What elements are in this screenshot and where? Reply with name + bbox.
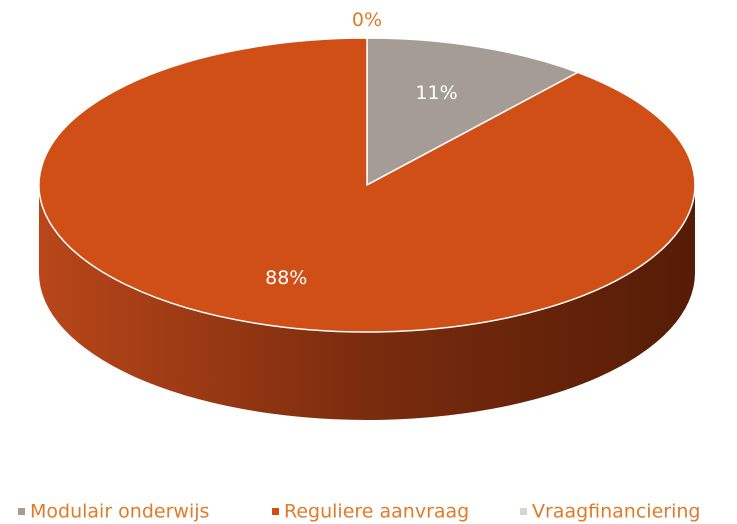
data-label: 0% <box>352 9 382 31</box>
legend-label: Reguliere aanvraag <box>284 501 469 523</box>
legend-label: Vraagfinanciering <box>532 501 700 523</box>
data-label: 11% <box>415 82 457 104</box>
pie-slice <box>38 37 696 333</box>
pie-side <box>39 185 695 420</box>
legend-swatch <box>18 508 25 515</box>
data-labels: 11% 88% 0% <box>265 9 458 289</box>
pie-sides <box>39 185 695 420</box>
legend-swatch <box>272 508 279 515</box>
legend: Modulair onderwijs Reguliere aanvraag Vraa… <box>18 501 700 523</box>
pie-slice <box>366 37 579 186</box>
pie-tops <box>38 37 696 333</box>
data-label: 88% <box>265 267 307 289</box>
legend-swatch <box>520 508 527 515</box>
legend-label: Modulair onderwijs <box>30 501 209 523</box>
